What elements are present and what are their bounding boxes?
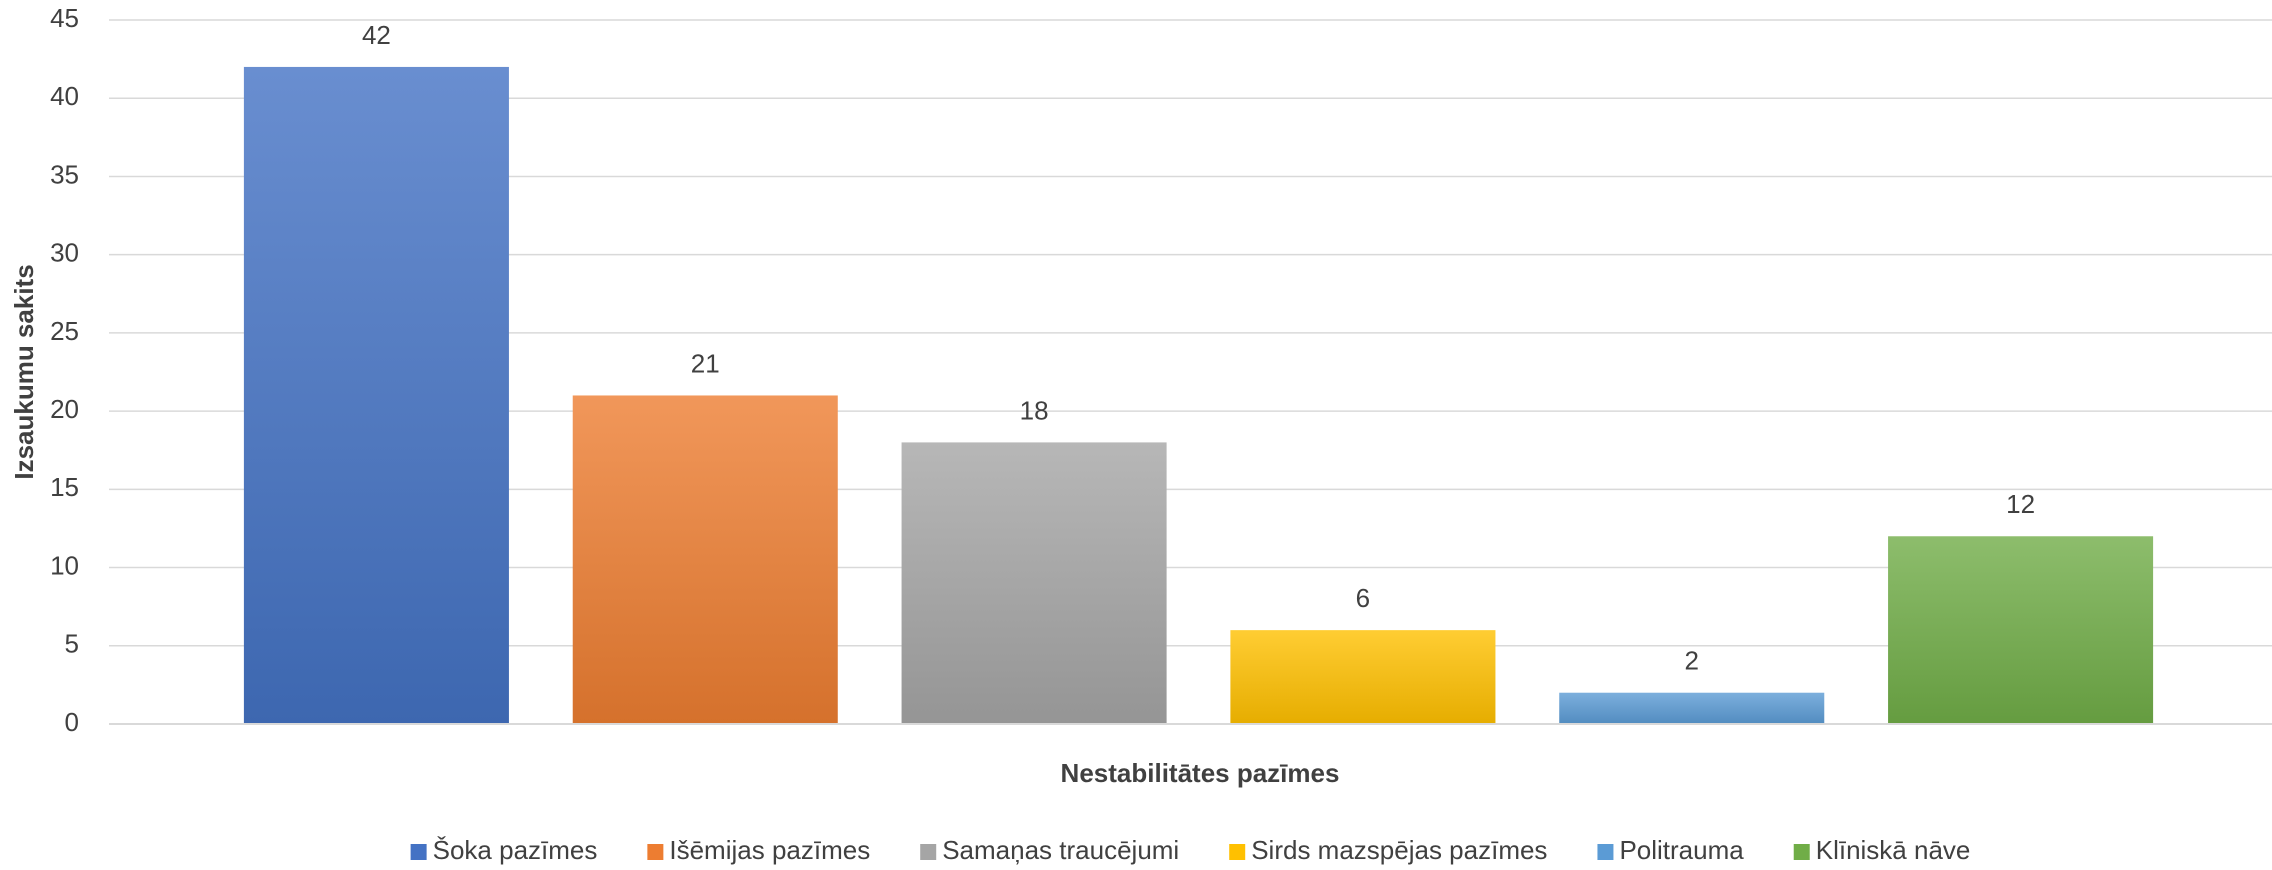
y-tick-label: 20: [50, 394, 79, 424]
data-label: 2: [1685, 646, 1699, 676]
legend: Šoka pazīmes Išēmijas pazīmes Samaņas trau…: [410, 835, 1971, 865]
y-axis-title: Izsaukumu sakits: [9, 264, 39, 479]
data-label: 6: [1356, 583, 1370, 613]
data-label: 21: [691, 348, 720, 378]
legend-swatch: [647, 844, 664, 860]
legend-swatch: [1597, 844, 1614, 860]
data-label: 42: [362, 20, 391, 50]
legend-swatch: [410, 844, 427, 860]
bar: [243, 66, 509, 724]
y-tick-label: 0: [65, 707, 79, 737]
legend-label: Samaņas traucējumi: [942, 835, 1179, 865]
legend-label: Klīniskā nāve: [1816, 835, 1971, 865]
bar: [1230, 630, 1496, 724]
legend-label: Šoka pazīmes: [433, 835, 598, 865]
legend-label: Politrauma: [1619, 835, 1744, 865]
bar: [572, 395, 838, 724]
y-tick-label: 40: [50, 81, 79, 111]
data-label: 12: [2006, 489, 2035, 519]
y-tick-label: 25: [50, 316, 79, 346]
y-tick-label: 15: [50, 472, 79, 502]
legend-swatch: [1229, 844, 1246, 860]
y-tick-label: 5: [65, 629, 79, 659]
y-tick-label: 10: [50, 550, 79, 580]
legend-swatch: [920, 844, 937, 860]
bar: [901, 442, 1167, 724]
y-tick-label: 30: [50, 238, 79, 268]
legend-swatch: [1793, 844, 1810, 860]
x-axis-title: Nestabilitātes pazīmes: [1061, 758, 1340, 788]
legend-label: Sirds mazspējas pazīmes: [1251, 835, 1547, 865]
legend-label: Išēmijas pazīmes: [669, 835, 870, 865]
bar: [1888, 536, 2154, 724]
y-tick-label: 45: [50, 3, 79, 33]
y-tick-label: 35: [50, 159, 79, 189]
bar: [1559, 692, 1825, 724]
data-label: 18: [1020, 395, 1049, 425]
